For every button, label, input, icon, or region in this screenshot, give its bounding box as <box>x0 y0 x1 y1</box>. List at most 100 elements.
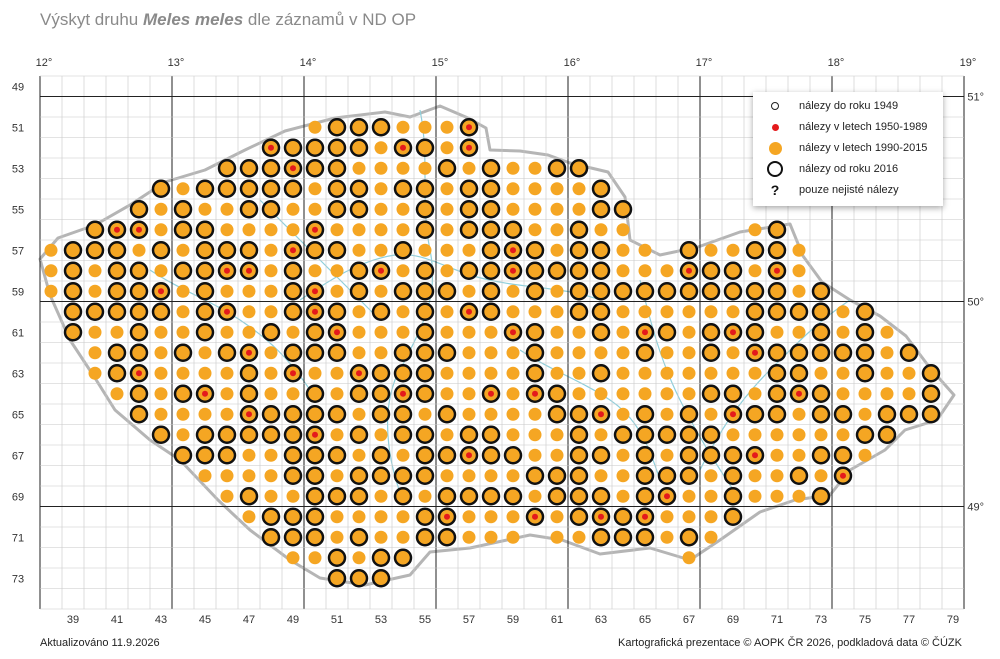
occurrence-dot <box>396 223 410 237</box>
occurrence-dot <box>814 366 828 380</box>
occurrence-dot <box>792 407 806 421</box>
occurrence-dot <box>305 241 325 260</box>
occurrence-dot <box>767 384 787 403</box>
occurrence-dot <box>220 407 234 421</box>
occurrence-dot <box>792 428 806 442</box>
occurrence-dot <box>594 387 608 401</box>
occurrence-dot <box>154 325 168 339</box>
occurrence-dot <box>572 182 586 196</box>
occurrence-dot <box>547 487 567 506</box>
occurrence-dot <box>396 510 410 524</box>
occurrence-dot-old <box>796 390 802 397</box>
occurrence-dot <box>440 428 454 442</box>
occurrence-dot <box>352 510 366 524</box>
occurrence-dot <box>261 323 281 342</box>
occurrence-dot <box>503 487 523 506</box>
occurrence-dot <box>132 243 146 257</box>
question-icon: ? <box>770 182 780 198</box>
occurrence-dot <box>726 305 740 319</box>
occurrence-dot <box>484 469 498 483</box>
row-number: 53 <box>12 163 24 175</box>
occurrence-dot <box>308 264 322 278</box>
occurrence-dot <box>264 243 278 257</box>
occurrence-dot <box>173 446 193 465</box>
occurrence-dot <box>305 528 325 547</box>
occurrence-dot <box>154 387 168 401</box>
occurrence-dot <box>374 182 388 196</box>
occurrence-dot <box>220 223 234 237</box>
occurrence-dot <box>462 469 476 483</box>
occurrence-dot <box>437 446 457 465</box>
occurrence-dot <box>814 428 828 442</box>
occurrence-dot <box>63 323 83 342</box>
occurrence-dot <box>239 241 259 260</box>
occurrence-dot <box>745 282 765 301</box>
occurrence-dot <box>484 530 498 544</box>
occurrence-dot <box>572 530 586 544</box>
occurrence-dot <box>569 507 589 526</box>
occurrence-dot <box>305 405 325 424</box>
occurrence-dot <box>415 323 435 342</box>
occurrence-dot <box>242 469 256 483</box>
occurrence-dot <box>264 264 278 278</box>
occurrence-dot <box>415 138 435 157</box>
occurrence-dot <box>506 469 520 483</box>
occurrence-dot <box>679 425 699 444</box>
latitude-label: 49° <box>967 502 984 514</box>
occurrence-dot <box>393 241 413 260</box>
occurrence-dot <box>459 261 479 280</box>
occurrence-dot <box>704 530 718 544</box>
occurrence-dot-old <box>510 329 516 336</box>
occurrence-dot <box>550 346 564 360</box>
occurrence-dot <box>660 407 674 421</box>
occurrence-dot <box>723 261 743 280</box>
occurrence-dot <box>352 407 366 421</box>
occurrence-dot <box>415 220 435 239</box>
occurrence-dot <box>393 405 413 424</box>
occurrence-dot <box>217 425 237 444</box>
occurrence-dot <box>352 551 366 565</box>
occurrence-dot <box>198 407 212 421</box>
occurrence-dot <box>151 425 171 444</box>
credits-note: Kartografická prezentace © AOPK ČR 2026,… <box>618 637 962 649</box>
occurrence-dot <box>811 302 831 321</box>
occurrence-dot <box>638 305 652 319</box>
occurrence-dot <box>528 223 542 237</box>
occurrence-dot <box>242 325 256 339</box>
occurrence-dot <box>704 510 718 524</box>
occurrence-dot <box>283 405 303 424</box>
occurrence-dot <box>833 446 853 465</box>
occurrence-dot <box>525 282 545 301</box>
occurrence-dot <box>880 387 894 401</box>
occurrence-dot <box>550 202 564 216</box>
occurrence-dot <box>327 302 347 321</box>
occurrence-dot <box>261 507 281 526</box>
occurrence-dot <box>264 469 278 483</box>
occurrence-dot-old <box>246 349 252 356</box>
occurrence-dot <box>572 202 586 216</box>
occurrence-dot <box>660 387 674 401</box>
occurrence-dot <box>195 323 215 342</box>
occurrence-dot <box>107 241 127 260</box>
occurrence-dot <box>371 405 391 424</box>
occurrence-dot <box>481 302 501 321</box>
legend-row-1990: nálezy v letech 1990-2015 <box>763 138 927 158</box>
map-title: Výskyt druhu Meles meles dle záznamů v N… <box>40 10 416 30</box>
occurrence-dot <box>129 384 149 403</box>
occurrence-dot <box>902 366 916 380</box>
occurrence-dot <box>481 261 501 280</box>
occurrence-dot <box>484 510 498 524</box>
occurrence-dot <box>660 264 674 278</box>
occurrence-dot <box>374 161 388 175</box>
occurrence-dot <box>154 264 168 278</box>
occurrence-dot-old <box>312 308 318 315</box>
occurrence-dot <box>195 282 215 301</box>
occurrence-dot <box>767 302 787 321</box>
occurrence-dot <box>220 202 234 216</box>
occurrence-dot <box>701 323 721 342</box>
occurrence-dot <box>286 551 300 565</box>
occurrence-dot <box>195 302 215 321</box>
occurrence-dot <box>349 384 369 403</box>
occurrence-dot <box>440 243 454 257</box>
